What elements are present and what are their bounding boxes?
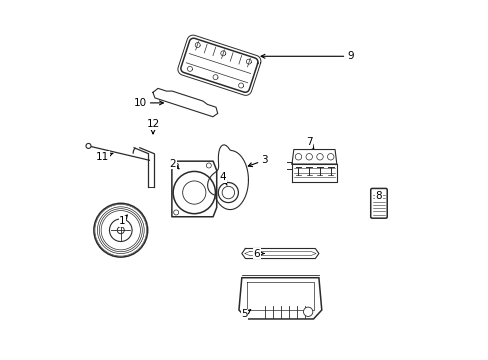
FancyBboxPatch shape — [370, 188, 386, 218]
Circle shape — [86, 143, 91, 148]
Text: 11: 11 — [96, 152, 113, 162]
Circle shape — [173, 163, 178, 168]
Circle shape — [206, 163, 211, 168]
Text: 5: 5 — [241, 310, 250, 319]
Circle shape — [305, 154, 312, 160]
Text: 10: 10 — [134, 98, 163, 108]
Circle shape — [218, 183, 238, 203]
Circle shape — [303, 307, 312, 316]
Text: 8: 8 — [375, 191, 382, 201]
Circle shape — [327, 154, 333, 160]
Text: 6: 6 — [253, 248, 264, 258]
Circle shape — [295, 154, 301, 160]
Circle shape — [222, 186, 234, 199]
Circle shape — [109, 219, 132, 242]
Circle shape — [117, 227, 124, 234]
Text: 1: 1 — [119, 215, 127, 226]
Circle shape — [94, 203, 147, 257]
Circle shape — [316, 154, 323, 160]
Text: 4: 4 — [219, 172, 226, 185]
Circle shape — [183, 181, 205, 204]
Text: 2: 2 — [169, 159, 179, 169]
Circle shape — [173, 171, 215, 214]
Circle shape — [173, 210, 178, 215]
Polygon shape — [239, 278, 321, 319]
Text: 9: 9 — [261, 51, 353, 61]
Text: 3: 3 — [248, 155, 267, 167]
Text: 7: 7 — [305, 138, 313, 149]
Text: 12: 12 — [146, 120, 160, 134]
